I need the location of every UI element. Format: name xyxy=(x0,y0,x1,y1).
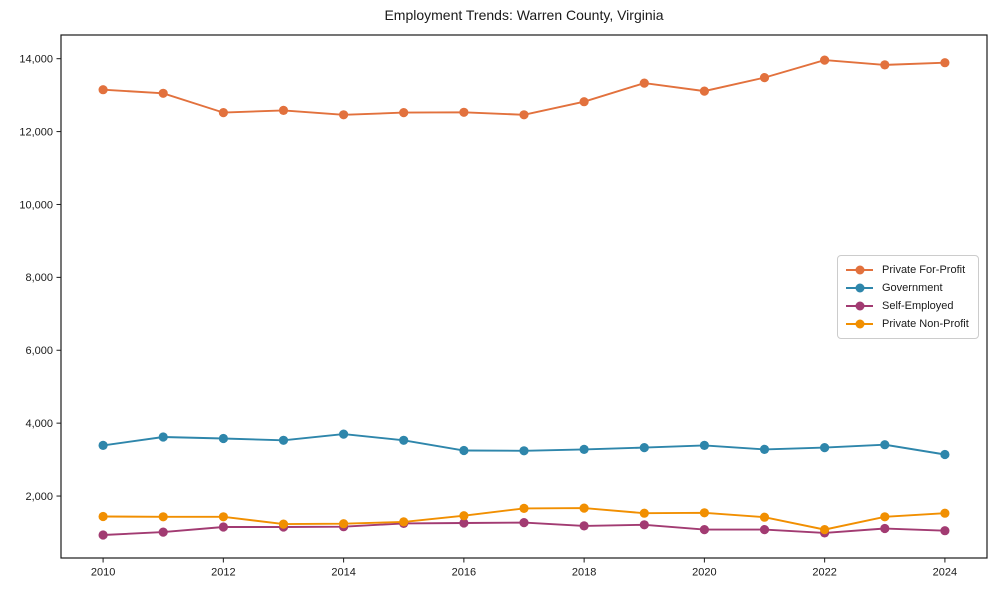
legend-label: Private For-Profit xyxy=(882,264,966,276)
series-line-private-for-profit xyxy=(103,59,945,116)
y-tick-label: 12,000 xyxy=(19,126,53,138)
legend: Private For-Profit Government Self-Emplo… xyxy=(837,255,979,339)
data-point-self-employed-2024 xyxy=(940,526,950,536)
plot-frame xyxy=(60,34,988,559)
legend-label: Self-Employed xyxy=(882,300,954,312)
data-point-government-2012 xyxy=(218,433,228,444)
legend-label: Private Non-Profit xyxy=(882,318,969,330)
data-point-government-2024 xyxy=(940,449,950,460)
data-point-private-non-profit-2022 xyxy=(820,525,830,535)
data-point-government-2021 xyxy=(759,444,770,454)
data-point-government-2023 xyxy=(880,440,890,450)
legend-item-self-employed: Self-Employed xyxy=(846,297,970,315)
data-point-self-employed-2011 xyxy=(158,527,168,537)
x-tick-label: 2024 xyxy=(933,567,957,579)
data-point-self-employed-2017 xyxy=(519,518,529,528)
data-point-private-for-profit-2018 xyxy=(579,97,589,107)
data-point-private-non-profit-2010 xyxy=(98,511,108,522)
data-point-private-non-profit-2012 xyxy=(218,512,228,522)
legend-dot-icon xyxy=(855,301,864,311)
legend-line-dot-marker xyxy=(846,265,873,275)
legend-dot-icon xyxy=(855,319,864,329)
data-point-government-2022 xyxy=(820,443,830,453)
y-tick-label: 6,000 xyxy=(25,345,53,357)
data-point-government-2010 xyxy=(98,440,108,450)
y-tick-label: 14,000 xyxy=(19,53,53,65)
data-point-self-employed-2012 xyxy=(218,522,228,532)
data-point-government-2019 xyxy=(639,443,649,453)
y-tick-label: 10,000 xyxy=(19,199,53,211)
legend-dot-icon xyxy=(855,265,864,275)
x-tick-label: 2018 xyxy=(572,567,596,579)
data-point-private-non-profit-2019 xyxy=(639,508,649,518)
data-point-private-non-profit-2023 xyxy=(880,512,890,522)
x-tick-label: 2016 xyxy=(452,567,476,579)
data-point-private-for-profit-2021 xyxy=(759,73,770,83)
data-point-private-for-profit-2020 xyxy=(699,86,710,96)
x-tick-label: 2010 xyxy=(91,567,115,579)
legend-item-government: Government xyxy=(846,279,970,297)
data-point-self-employed-2023 xyxy=(880,523,890,534)
legend-line-dot-marker xyxy=(846,319,873,329)
data-point-private-non-profit-2018 xyxy=(579,503,589,513)
data-point-self-employed-2016 xyxy=(459,518,469,528)
data-point-private-for-profit-2024 xyxy=(940,58,950,68)
data-point-private-non-profit-2017 xyxy=(519,503,529,513)
legend-line-dot-marker xyxy=(846,301,873,311)
data-point-self-employed-2010 xyxy=(98,530,108,540)
data-point-government-2015 xyxy=(399,435,409,445)
y-tick-label: 2,000 xyxy=(25,491,53,503)
data-point-private-for-profit-2019 xyxy=(639,78,649,88)
data-point-private-non-profit-2015 xyxy=(399,517,409,527)
data-point-private-for-profit-2014 xyxy=(339,110,349,120)
data-point-private-non-profit-2011 xyxy=(158,512,168,522)
data-point-government-2011 xyxy=(158,432,168,442)
data-point-private-non-profit-2016 xyxy=(459,511,469,521)
x-tick-label: 2012 xyxy=(211,567,235,579)
data-point-private-for-profit-2022 xyxy=(820,55,830,65)
y-tick-label: 8,000 xyxy=(25,272,53,284)
data-point-private-non-profit-2020 xyxy=(699,508,710,518)
data-point-private-for-profit-2010 xyxy=(98,85,108,95)
data-point-self-employed-2021 xyxy=(759,525,770,535)
legend-item-private-non-profit: Private Non-Profit xyxy=(846,315,970,333)
legend-line-dot-marker xyxy=(846,283,873,293)
x-tick-label: 2022 xyxy=(812,567,836,579)
data-point-private-for-profit-2017 xyxy=(519,110,529,120)
data-point-private-for-profit-2012 xyxy=(218,108,228,118)
chart-title: Employment Trends: Warren County, Virgin… xyxy=(384,7,664,23)
data-point-government-2016 xyxy=(459,445,469,456)
data-point-private-non-profit-2013 xyxy=(278,519,289,529)
x-tick-label: 2014 xyxy=(331,567,355,579)
data-point-government-2017 xyxy=(519,446,529,456)
data-point-private-for-profit-2013 xyxy=(278,105,289,115)
legend-dot-icon xyxy=(855,283,864,293)
x-tick-label: 2020 xyxy=(692,567,716,579)
legend-label: Government xyxy=(882,282,943,294)
legend-item-private-for-profit: Private For-Profit xyxy=(846,261,970,279)
data-point-private-for-profit-2023 xyxy=(880,60,890,70)
data-point-self-employed-2019 xyxy=(639,520,649,530)
data-point-government-2013 xyxy=(278,435,289,445)
data-point-private-non-profit-2014 xyxy=(339,519,349,529)
data-point-private-non-profit-2024 xyxy=(940,508,950,518)
data-point-self-employed-2020 xyxy=(699,525,710,535)
data-point-private-for-profit-2016 xyxy=(459,107,469,117)
data-point-government-2014 xyxy=(339,429,349,439)
data-point-government-2020 xyxy=(699,440,710,450)
data-point-private-for-profit-2015 xyxy=(399,108,409,118)
data-point-self-employed-2018 xyxy=(579,521,589,531)
data-point-government-2018 xyxy=(579,444,589,454)
y-tick-label: 4,000 xyxy=(25,418,53,430)
data-point-private-for-profit-2011 xyxy=(158,88,168,98)
data-point-private-non-profit-2021 xyxy=(759,512,770,522)
